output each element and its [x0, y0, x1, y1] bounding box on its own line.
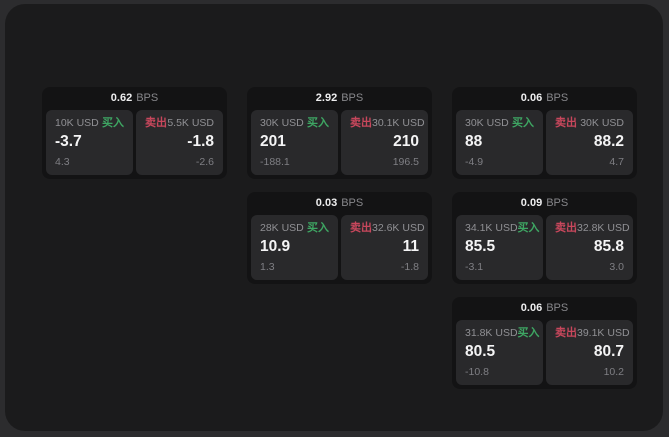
sell-size-label: 30.1K USD: [372, 117, 425, 129]
bps-header: 0.62 BPS: [46, 87, 223, 110]
bps-unit-label: BPS: [136, 92, 159, 104]
sell-price: 85.8: [593, 238, 624, 255]
buy-panel[interactable]: 31.8K USD 买入 80.5 -10.8: [456, 320, 543, 385]
sell-sub-value: 10.2: [603, 366, 624, 378]
quote-card-5: 0.09 BPS 34.1K USD 买入 85.5 -3.1 卖出 32.8K …: [452, 192, 637, 284]
buy-size-label: 28K USD: [260, 222, 304, 234]
sell-sub-value: 4.7: [609, 156, 624, 168]
quote-card-1: 0.62 BPS 10K USD 买入 -3.7 4.3 卖出 5.5K USD: [42, 87, 227, 179]
quote-card-6: 0.06 BPS 31.8K USD 买入 80.5 -10.8 卖出 39.1K…: [452, 297, 637, 389]
buy-panel[interactable]: 10K USD 买入 -3.7 4.3: [46, 110, 133, 175]
buy-panel[interactable]: 30K USD 买入 88 -4.9: [456, 110, 543, 175]
buy-panel[interactable]: 30K USD 买入 201 -188.1: [251, 110, 338, 175]
sell-sub-value: -2.6: [195, 156, 214, 168]
sell-size-label: 30K USD: [580, 117, 624, 129]
quote-card-4: 0.03 BPS 28K USD 买入 10.9 1.3 卖出 32.6K USD: [247, 192, 432, 284]
buy-badge[interactable]: 买入: [517, 327, 540, 339]
sell-badge[interactable]: 卖出: [350, 117, 372, 129]
sell-badge[interactable]: 卖出: [145, 117, 167, 129]
sell-panel[interactable]: 卖出 32.8K USD 85.8 3.0: [546, 215, 633, 280]
buy-size-label: 34.1K USD: [465, 222, 518, 234]
bps-value: 0.62: [110, 92, 133, 104]
sell-panel[interactable]: 卖出 30K USD 88.2 4.7: [546, 110, 633, 175]
sell-badge[interactable]: 卖出: [555, 222, 577, 234]
buy-price: -3.7: [55, 133, 82, 150]
app-window: 0.62 BPS 10K USD 买入 -3.7 4.3 卖出 5.5K USD: [5, 4, 663, 431]
bps-value: 0.06: [520, 302, 543, 314]
bps-header: 0.03 BPS: [251, 192, 428, 215]
sell-sub-value: -1.8: [400, 261, 419, 273]
bps-header: 2.92 BPS: [251, 87, 428, 110]
buy-panel[interactable]: 28K USD 买入 10.9 1.3: [251, 215, 338, 280]
quote-panels: 30K USD 买入 88 -4.9 卖出 30K USD 88.2 4.7: [456, 110, 633, 175]
sell-price: 80.7: [593, 343, 624, 360]
quote-panels: 10K USD 买入 -3.7 4.3 卖出 5.5K USD -1.8 -2.…: [46, 110, 223, 175]
buy-badge[interactable]: 买入: [517, 222, 540, 234]
buy-panel[interactable]: 34.1K USD 买入 85.5 -3.1: [456, 215, 543, 280]
buy-sub-value: -3.1: [465, 261, 484, 273]
bps-unit-label: BPS: [341, 92, 364, 104]
bps-value: 0.09: [520, 197, 543, 209]
buy-badge[interactable]: 买入: [307, 222, 329, 234]
sell-sub-value: 196.5: [392, 156, 419, 168]
buy-size-label: 31.8K USD: [465, 327, 518, 339]
buy-size-label: 30K USD: [260, 117, 304, 129]
buy-size-label: 10K USD: [55, 117, 99, 129]
buy-sub-value: 4.3: [55, 156, 70, 168]
buy-price: 201: [260, 133, 286, 150]
quote-panels: 30K USD 买入 201 -188.1 卖出 30.1K USD 210 1…: [251, 110, 428, 175]
buy-badge[interactable]: 买入: [512, 117, 534, 129]
sell-panel[interactable]: 卖出 30.1K USD 210 196.5: [341, 110, 428, 175]
buy-price: 88: [465, 133, 483, 150]
sell-panel[interactable]: 卖出 5.5K USD -1.8 -2.6: [136, 110, 223, 175]
sell-size-label: 32.8K USD: [577, 222, 630, 234]
buy-size-label: 30K USD: [465, 117, 509, 129]
bps-unit-label: BPS: [546, 302, 569, 314]
buy-sub-value: -10.8: [465, 366, 489, 378]
buy-price: 85.5: [465, 238, 496, 255]
quote-card-2: 2.92 BPS 30K USD 买入 201 -188.1 卖出 30.1K U…: [247, 87, 432, 179]
bps-header: 0.09 BPS: [456, 192, 633, 215]
bps-value: 2.92: [315, 92, 338, 104]
buy-badge[interactable]: 买入: [102, 117, 124, 129]
bps-header: 0.06 BPS: [456, 87, 633, 110]
sell-size-label: 39.1K USD: [577, 327, 630, 339]
bps-unit-label: BPS: [546, 92, 569, 104]
buy-sub-value: -188.1: [260, 156, 290, 168]
buy-price: 80.5: [465, 343, 496, 360]
buy-sub-value: -4.9: [465, 156, 484, 168]
sell-panel[interactable]: 卖出 39.1K USD 80.7 10.2: [546, 320, 633, 385]
bps-value: 0.06: [520, 92, 543, 104]
quote-panels: 31.8K USD 买入 80.5 -10.8 卖出 39.1K USD 80.…: [456, 320, 633, 385]
bps-value: 0.03: [315, 197, 338, 209]
buy-price: 10.9: [260, 238, 291, 255]
sell-badge[interactable]: 卖出: [555, 327, 577, 339]
sell-size-label: 5.5K USD: [167, 117, 214, 129]
buy-badge[interactable]: 买入: [307, 117, 329, 129]
bps-unit-label: BPS: [546, 197, 569, 209]
buy-sub-value: 1.3: [260, 261, 275, 273]
sell-sub-value: 3.0: [609, 261, 624, 273]
sell-price: 210: [393, 133, 419, 150]
bps-unit-label: BPS: [341, 197, 364, 209]
sell-panel[interactable]: 卖出 32.6K USD 11 -1.8: [341, 215, 428, 280]
sell-badge[interactable]: 卖出: [555, 117, 577, 129]
quote-card-3: 0.06 BPS 30K USD 买入 88 -4.9 卖出 30K USD: [452, 87, 637, 179]
sell-price: 11: [402, 238, 419, 255]
quote-panels: 28K USD 买入 10.9 1.3 卖出 32.6K USD 11 -1.8: [251, 215, 428, 280]
sell-badge[interactable]: 卖出: [350, 222, 372, 234]
sell-price: 88.2: [593, 133, 624, 150]
sell-price: -1.8: [187, 133, 214, 150]
sell-size-label: 32.6K USD: [372, 222, 425, 234]
bps-header: 0.06 BPS: [456, 297, 633, 320]
quote-panels: 34.1K USD 买入 85.5 -3.1 卖出 32.8K USD 85.8…: [456, 215, 633, 280]
